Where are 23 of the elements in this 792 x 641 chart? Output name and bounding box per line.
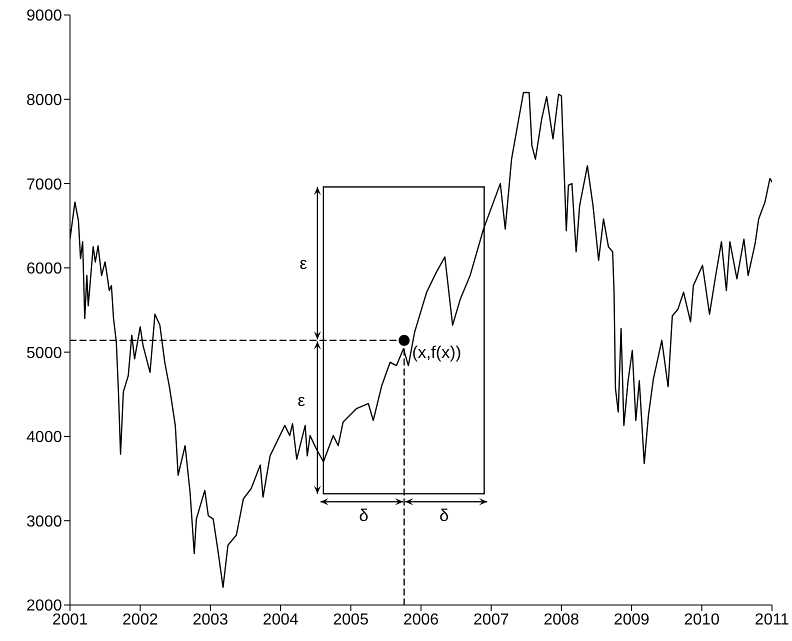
x-tick-label: 2010 (684, 611, 720, 628)
x-tick-label: 2006 (403, 611, 439, 628)
y-tick-label: 4000 (26, 429, 62, 446)
x-tick-label: 2005 (333, 611, 369, 628)
x-tick-label: 2008 (544, 611, 580, 628)
x-tick-label: 2007 (473, 611, 510, 628)
annotation: δ (359, 506, 369, 526)
x-tick-label: 2004 (262, 611, 298, 628)
y-tick-label: 5000 (26, 344, 62, 362)
annotation: ε (300, 254, 308, 274)
y-tick-label: 6000 (26, 260, 62, 278)
y-tick-label: 3000 (26, 513, 62, 530)
x-tick-label: 2002 (122, 611, 158, 628)
x-tick-label: 2003 (192, 611, 228, 628)
x-tick-label: 2009 (614, 611, 650, 628)
y-tick-label: 8000 (26, 92, 62, 109)
y-tick-label: 7000 (26, 176, 62, 194)
x-tick-label: 2001 (52, 611, 88, 628)
x-tick-label: 2011 (754, 611, 790, 628)
annotation: (x,f(x)) (412, 342, 462, 362)
y-tick-label: 9000 (26, 8, 62, 25)
annotation: δ (439, 506, 449, 526)
annotation: ε (298, 390, 306, 410)
